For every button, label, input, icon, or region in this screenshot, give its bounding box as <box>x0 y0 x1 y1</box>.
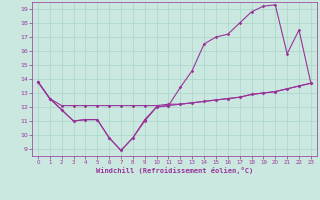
X-axis label: Windchill (Refroidissement éolien,°C): Windchill (Refroidissement éolien,°C) <box>96 167 253 174</box>
